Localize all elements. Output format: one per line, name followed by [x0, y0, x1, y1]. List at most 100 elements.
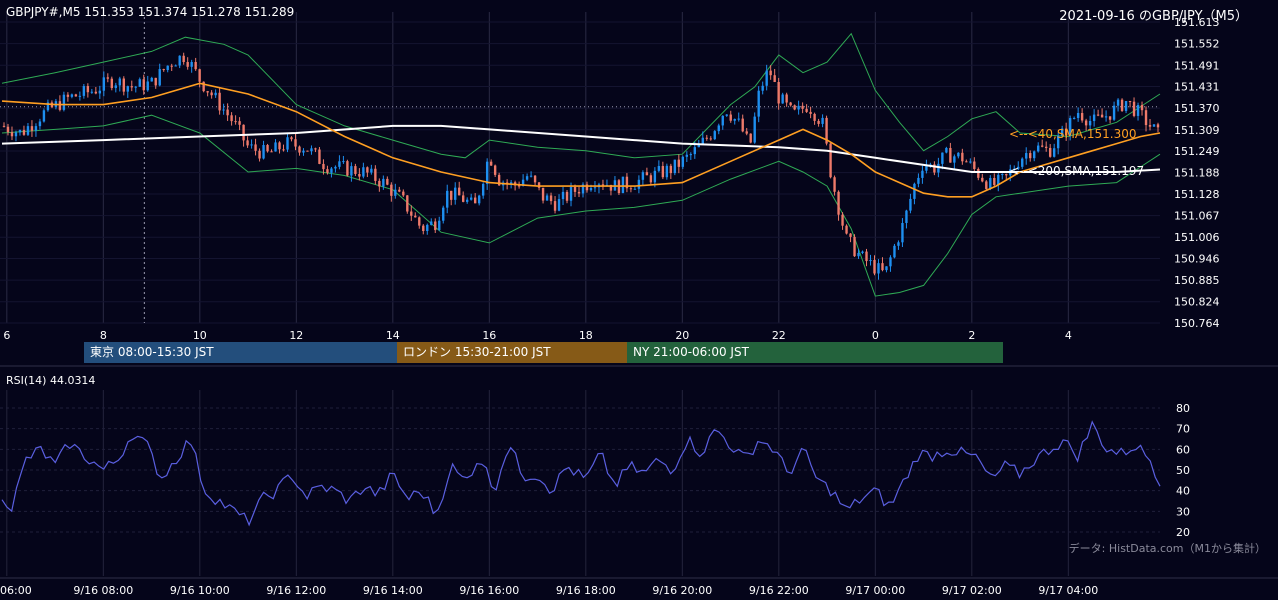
candle-body — [801, 105, 804, 109]
candle-body — [362, 167, 365, 177]
candle-body — [729, 114, 732, 121]
candle-body — [545, 195, 549, 201]
datetime-tick-label: 9/17 04:00 — [1038, 584, 1098, 597]
candle-body — [881, 263, 884, 271]
candle-body — [961, 152, 964, 162]
candle-body — [777, 82, 780, 104]
candle-body — [1116, 99, 1120, 106]
candle-body — [1124, 101, 1128, 111]
rsi-tick-label: 30 — [1176, 505, 1190, 518]
hour-tick-label: 8 — [100, 329, 107, 342]
candle-body — [1041, 145, 1044, 147]
candle-body — [246, 140, 249, 146]
candle-body — [725, 114, 728, 116]
candle-body — [194, 62, 197, 70]
candle-body — [869, 259, 872, 262]
candle-body — [1005, 174, 1008, 176]
candle-body — [358, 173, 361, 177]
candle-body — [557, 199, 561, 211]
data-source-note: データ: HistData.com（M1から集計） — [1068, 542, 1266, 555]
candle-body — [581, 184, 585, 194]
candle-body — [42, 110, 46, 122]
candle-body — [306, 150, 309, 152]
candle-body — [629, 188, 633, 190]
candle-body — [154, 77, 157, 86]
hour-tick-label: 2 — [968, 329, 975, 342]
candle-body — [226, 109, 229, 116]
candle-body — [593, 187, 597, 189]
candle-body — [122, 78, 125, 92]
candle-body — [1092, 114, 1096, 121]
candle-body — [677, 159, 681, 167]
candle-body — [753, 116, 756, 143]
candle-body — [641, 172, 645, 180]
datetime-axis: 06:00 9/16 08:00 9/16 10:00 9/16 12:00 9/16 … — [0, 584, 1098, 597]
candle-body — [242, 124, 245, 141]
candle-body — [322, 163, 325, 170]
candle-body — [965, 161, 968, 163]
candle-body — [290, 137, 293, 140]
candle-body — [661, 166, 665, 178]
candle-body — [537, 182, 541, 188]
price-tick-label: 151.370 — [1174, 102, 1220, 115]
candle-body — [1033, 151, 1036, 159]
candle-body — [473, 197, 477, 204]
candle-body — [1037, 145, 1040, 152]
candle-body — [673, 159, 677, 174]
price-tick-label: 151.431 — [1174, 81, 1220, 94]
candle-body — [410, 211, 413, 216]
candle-body — [106, 77, 110, 79]
candle-body — [717, 125, 720, 132]
candle-body — [913, 183, 916, 199]
candle-body — [529, 175, 533, 177]
candle-body — [126, 86, 129, 92]
candle-body — [334, 166, 337, 169]
candle-body — [2, 125, 6, 127]
rsi-series-line — [1, 420, 1161, 527]
candle-body — [549, 195, 553, 202]
candle-body — [941, 152, 944, 164]
candle-body — [921, 170, 924, 178]
candle-body — [509, 182, 513, 184]
candle-body — [382, 178, 385, 187]
candle-body — [386, 178, 389, 185]
candlesticks — [2, 52, 1160, 280]
candle-body — [533, 175, 537, 183]
candle-body — [1029, 153, 1032, 159]
candle-body — [477, 195, 481, 204]
candle-body — [889, 257, 892, 267]
candle-body — [585, 184, 589, 191]
candle-body — [430, 221, 433, 225]
candle-body — [58, 101, 62, 110]
price-grid — [0, 12, 1160, 324]
candle-body — [1132, 101, 1136, 116]
candle-body — [493, 165, 497, 175]
candle-body — [46, 102, 50, 111]
candle-body — [1120, 99, 1124, 111]
candle-body — [693, 147, 697, 155]
candle-body — [30, 126, 34, 131]
hour-tick-label: 0 — [872, 329, 879, 342]
candle-body — [737, 118, 740, 120]
candle-body — [1044, 146, 1048, 148]
candle-body — [997, 174, 1000, 185]
candle-body — [86, 86, 90, 93]
candle-body — [162, 69, 165, 71]
candle-body — [1152, 124, 1156, 127]
candle-body — [26, 126, 30, 135]
datetime-tick-label: 9/16 16:00 — [459, 584, 519, 597]
candle-body — [649, 175, 653, 183]
candle-body — [82, 86, 86, 96]
datetime-tick-label: 9/16 12:00 — [266, 584, 326, 597]
candle-body — [741, 118, 744, 132]
candle-body — [302, 150, 305, 153]
candle-body — [469, 197, 473, 200]
candle-body — [366, 167, 369, 173]
candle-body — [1108, 116, 1112, 120]
candle-body — [374, 168, 377, 181]
candle-body — [517, 185, 521, 187]
candle-body — [633, 188, 637, 190]
price-tick-label: 150.946 — [1174, 252, 1220, 265]
candle-body — [202, 81, 205, 92]
candle-body — [873, 259, 876, 274]
